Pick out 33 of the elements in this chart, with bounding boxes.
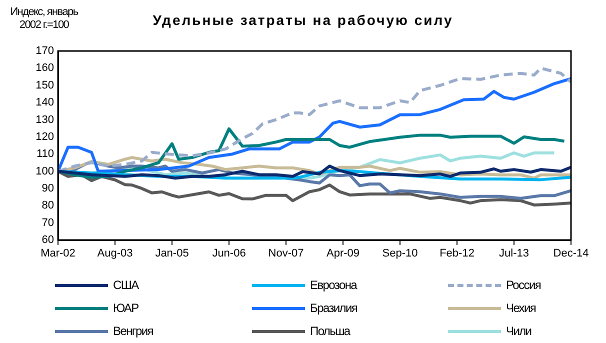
legend-label: Чехия: [506, 301, 536, 315]
x-tick-label: Aug-03: [97, 248, 133, 260]
y-tick-label: 130: [36, 114, 54, 126]
y-axis-title: Индекс, январь 2002 г.=100: [9, 6, 80, 32]
y-tick-label: 150: [36, 79, 54, 92]
x-tick-label: Sep-10: [382, 248, 418, 260]
chart-title: Удельные затраты на рабочую силу: [152, 12, 454, 28]
legend-label: США: [113, 278, 138, 292]
x-tick-label: Dec-14: [553, 248, 589, 260]
legend-label: ЮАР: [113, 301, 138, 315]
y-tick-label: 70: [42, 216, 54, 229]
y-tick-label: 170: [36, 45, 54, 58]
y-tick-label: 120: [36, 130, 54, 143]
x-tick-label: Jun-06: [212, 248, 246, 260]
y-tick-label: 160: [36, 62, 54, 74]
legend-label: Чили: [506, 324, 532, 338]
y-tick-label: 80: [42, 200, 54, 212]
x-tick-label: Feb-12: [440, 248, 474, 260]
x-tick-label: Mar-02: [40, 248, 76, 260]
legend-label: Венгрия: [113, 324, 153, 338]
x-tick-label: Jan-05: [155, 248, 189, 260]
x-tick-label: Jul-13: [499, 248, 529, 260]
legend-label: Бразилия: [310, 301, 358, 315]
legend-label: Польша: [310, 324, 350, 338]
legend-label: Россия: [506, 278, 541, 292]
legend-label: Еврозона: [310, 278, 357, 292]
y-tick-label: 90: [42, 182, 54, 194]
y-tick-label: 60: [42, 234, 54, 246]
y-tick-label: 140: [36, 96, 54, 109]
y-tick-label: 110: [36, 148, 54, 160]
y-tick-label: 100: [36, 165, 54, 178]
x-tick-label: Nov-07: [268, 248, 304, 260]
x-tick-label: Apr-09: [326, 248, 360, 260]
